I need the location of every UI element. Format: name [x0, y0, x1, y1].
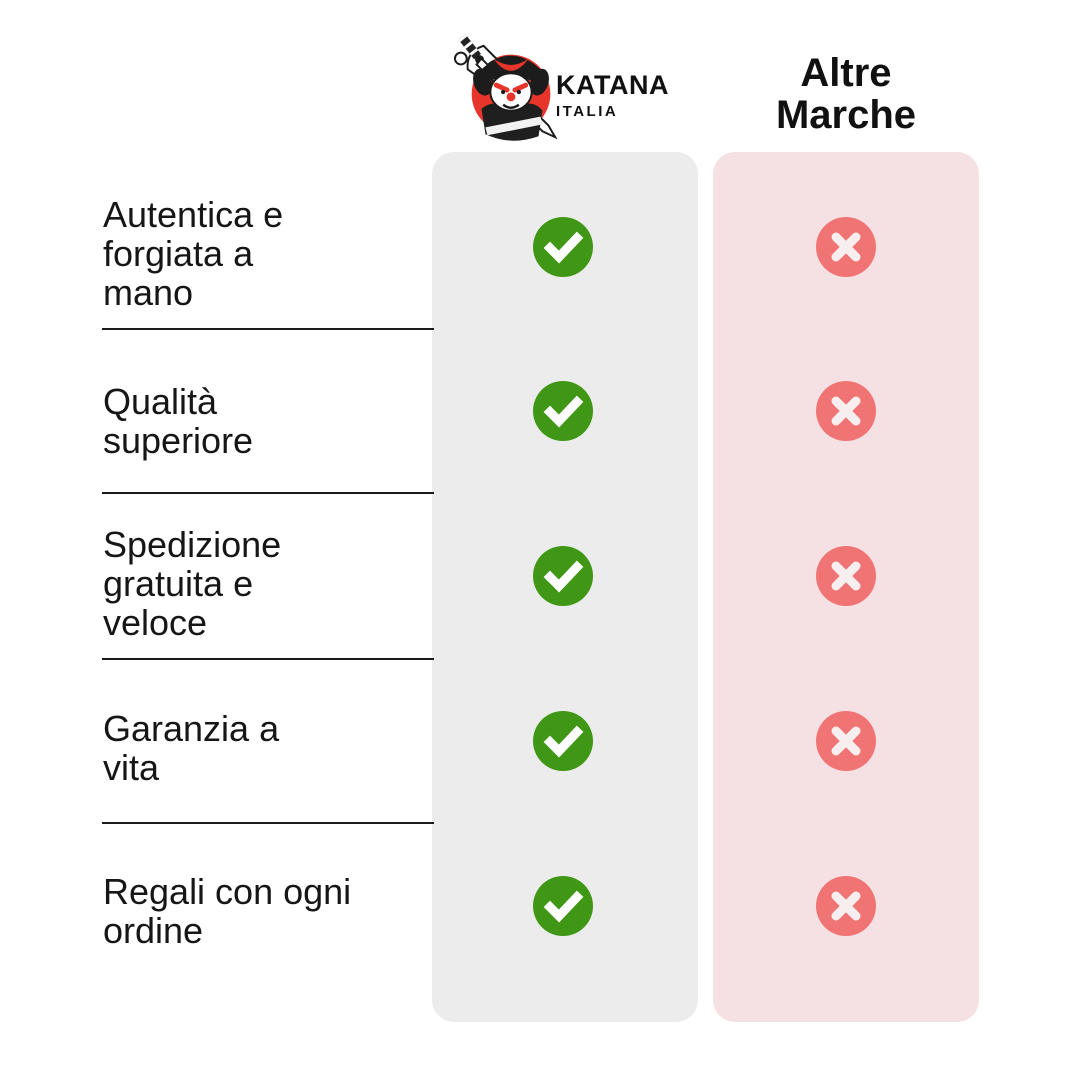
feature-label: Autentica e forgiata a mano [103, 194, 284, 313]
row-divider [102, 492, 434, 494]
feature-label: Spedizione gratuita e veloce [103, 524, 282, 643]
check-icon [533, 381, 593, 441]
competitor-header-line2: Marche [775, 93, 917, 137]
brand-subname: ITALIA [556, 103, 619, 120]
cross-icon [816, 381, 876, 441]
feature-label: Regali con ogni ordine [103, 871, 352, 951]
check-icon [533, 217, 593, 277]
check-icon [533, 876, 593, 936]
check-icon [533, 546, 593, 606]
brand-name: KATANA [556, 70, 669, 100]
feature-label: Garanzia a vita [103, 708, 280, 788]
brand-logo-text: KATANA ITALIA [556, 70, 669, 120]
cross-icon [816, 711, 876, 771]
row-divider [102, 328, 434, 330]
cross-icon [816, 546, 876, 606]
check-icon [533, 711, 593, 771]
cross-icon [816, 876, 876, 936]
competitor-header-line1: Altre [800, 51, 892, 95]
row-divider [102, 822, 434, 824]
samurai-katana-logo-icon [453, 34, 558, 141]
cross-icon [816, 217, 876, 277]
row-divider [102, 658, 434, 660]
feature-label: Qualità superiore [103, 381, 254, 461]
competitor-header: Altre Marche [713, 52, 979, 136]
brand-logo: KATANA ITALIA [452, 30, 702, 152]
